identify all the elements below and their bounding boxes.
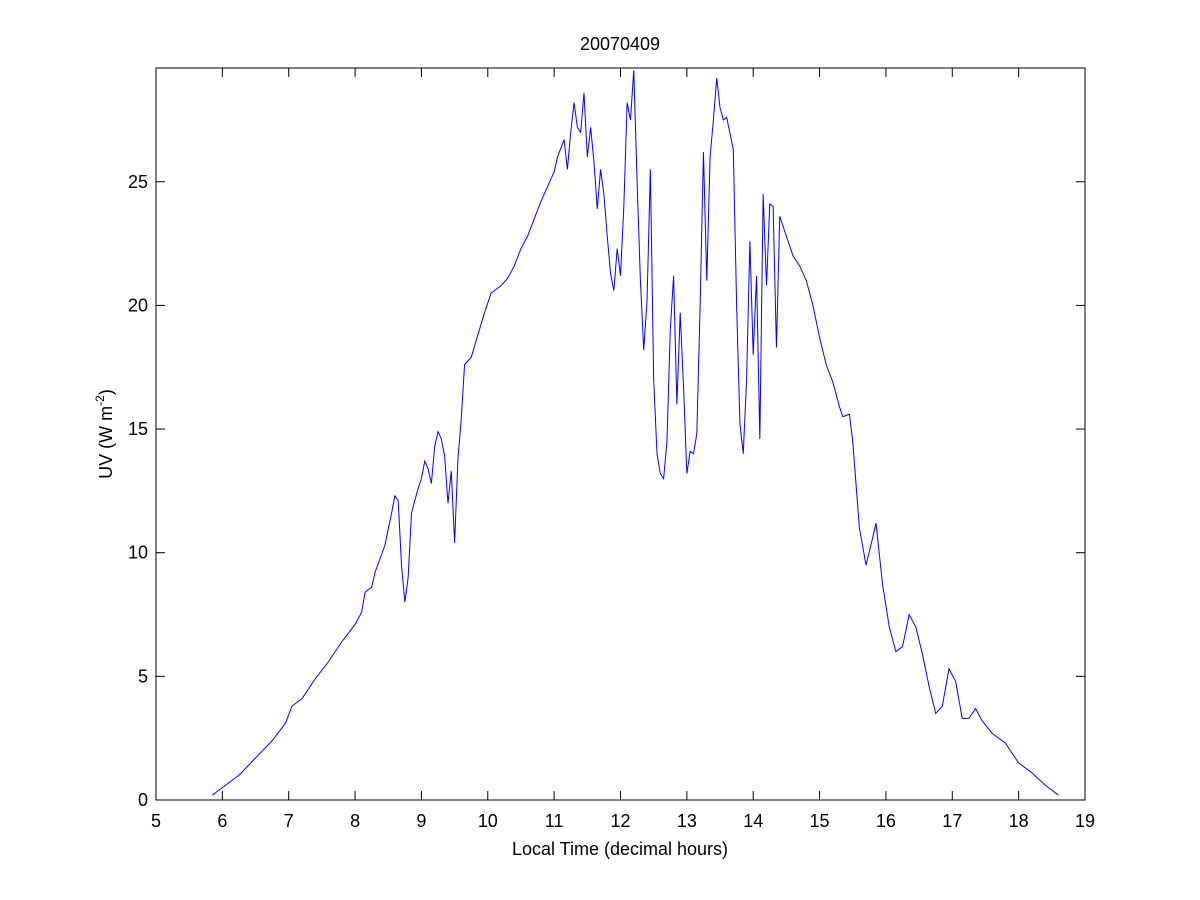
- x-tick-label: 12: [610, 811, 630, 831]
- x-tick-label: 16: [876, 811, 896, 831]
- y-tick-label: 20: [128, 295, 148, 315]
- x-tick-label: 8: [350, 811, 360, 831]
- y-axis-label: UV (W m-2): [93, 389, 116, 479]
- y-label-sup: -2: [93, 395, 107, 406]
- chart-title: 20070409: [580, 34, 660, 54]
- x-tick-label: 15: [810, 811, 830, 831]
- x-tick-label: 10: [478, 811, 498, 831]
- x-tick-label: 7: [284, 811, 294, 831]
- x-tick-label: 13: [677, 811, 697, 831]
- x-tick-label: 18: [1009, 811, 1029, 831]
- y-tick-label: 5: [138, 666, 148, 686]
- x-tick-label: 5: [151, 811, 161, 831]
- x-tick-label: 11: [545, 811, 564, 831]
- y-label-text: UV (W m: [96, 406, 116, 479]
- y-tick-label: 10: [128, 543, 148, 563]
- x-tick-label: 19: [1075, 811, 1095, 831]
- y-tick-label: 25: [128, 172, 148, 192]
- x-axis-label: Local Time (decimal hours): [512, 839, 728, 859]
- x-tick-label: 14: [743, 811, 763, 831]
- x-tick-label: 17: [942, 811, 962, 831]
- y-tick-label: 15: [128, 419, 148, 439]
- y-tick-label: 0: [138, 790, 148, 810]
- y-label-suffix: ): [96, 389, 116, 395]
- data-line: [212, 70, 1059, 796]
- plot-frame: [155, 67, 1086, 801]
- x-tick-label: 9: [416, 811, 426, 831]
- x-tick-label: 6: [217, 811, 227, 831]
